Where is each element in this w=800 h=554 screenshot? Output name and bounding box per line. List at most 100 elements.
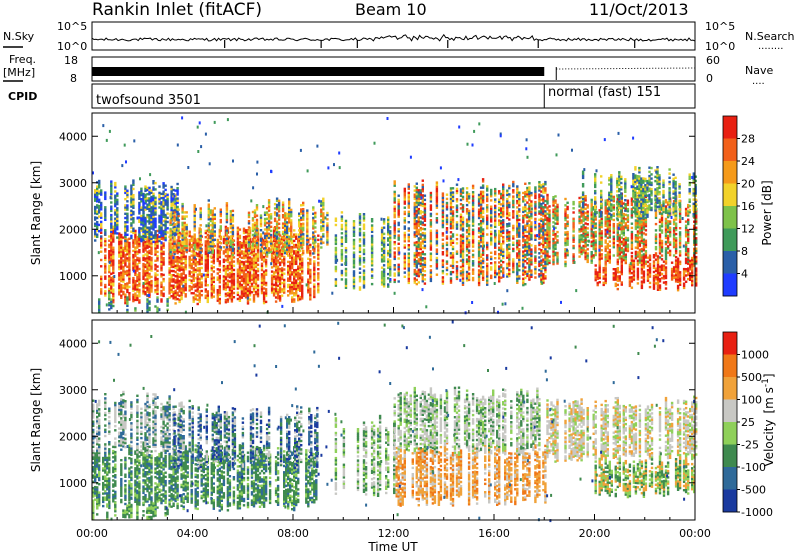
power-cell-1326 — [238, 251, 242, 254]
power-cell-4074 — [435, 265, 439, 268]
power-cell-1847 — [289, 260, 292, 264]
power-cell-2689 — [169, 229, 172, 233]
power-cell-1132 — [218, 233, 221, 236]
power-cell-4831 — [512, 226, 515, 230]
power-cell-1559 — [256, 263, 260, 266]
power-cell-1727 — [276, 280, 280, 283]
power-cell-4103 — [435, 187, 439, 191]
power-cell-103 — [112, 280, 115, 283]
power-cell-3119 — [273, 207, 277, 210]
power-cell-1155 — [224, 298, 228, 302]
power-cell-4132 — [441, 211, 445, 214]
power-cell-2140 — [96, 187, 99, 190]
power-cell-487 — [150, 252, 153, 256]
power-cell-3547 — [362, 256, 366, 260]
power-cell-2520 — [158, 202, 161, 205]
power-cell-1564 — [256, 251, 260, 254]
power-cell-1783 — [280, 254, 284, 258]
power-cell-187 — [122, 278, 125, 281]
power-cell-3816 — [407, 212, 410, 215]
power-cell-4908 — [518, 225, 521, 228]
power-cell-190 — [122, 272, 125, 275]
power-cell-4926 — [522, 271, 525, 274]
power-cell-3247 — [290, 221, 293, 224]
power-cell-4042 — [429, 269, 433, 272]
power-cell-1550 — [256, 290, 260, 294]
power-cell-2430 — [148, 213, 151, 217]
power-cell-3573 — [370, 257, 374, 261]
power-cell-2793 — [193, 227, 196, 230]
power-cell-987 — [204, 282, 207, 285]
power-cell-3655 — [387, 237, 390, 240]
power-cell-4270 — [459, 249, 463, 252]
power-cell-1773 — [280, 288, 284, 291]
power-cell-4288 — [459, 198, 463, 202]
power-cell-19 — [104, 294, 107, 297]
power-cell-242 — [126, 248, 129, 252]
power-cell-1966 — [299, 266, 302, 269]
power-cell-3928 — [417, 218, 420, 221]
power-cell-2188 — [110, 230, 113, 233]
power-cell-1944 — [297, 257, 300, 260]
power-cell-3339 — [312, 212, 315, 215]
power-cell-109 — [112, 265, 115, 268]
power-cell-1289 — [236, 270, 240, 273]
power-cell-3393 — [326, 232, 329, 236]
power-cell-937 — [198, 285, 201, 289]
power-cell-3999 — [421, 198, 424, 201]
power-cell-2230 — [114, 181, 117, 185]
power-cell-1426 — [246, 275, 250, 278]
power-cell-4641 — [494, 217, 497, 220]
power-cell-4500 — [479, 209, 483, 212]
power-cell-3137 — [275, 214, 279, 217]
power-cell-1731 — [276, 271, 280, 275]
power-cell-689 — [176, 293, 179, 297]
power-cell-1531 — [254, 271, 258, 275]
power-cell-1692 — [274, 292, 278, 295]
power-cell-3837 — [413, 260, 416, 263]
power-cell-4534 — [481, 220, 485, 223]
power-cell-2592 — [166, 208, 169, 211]
power-cell-1381 — [242, 236, 246, 239]
power-cell-292 — [132, 253, 135, 257]
power-cell-2554 — [162, 209, 165, 212]
power-cell-974 — [200, 260, 203, 263]
power-cell-1903 — [293, 235, 296, 238]
power-cell-3468 — [344, 236, 348, 239]
power-cell-219 — [124, 247, 127, 250]
power-cell-871 — [192, 271, 195, 274]
power-cell-3363 — [320, 214, 323, 218]
power-cell-2930 — [229, 239, 233, 242]
power-cell-4798 — [508, 245, 511, 248]
power-cell-4334 — [465, 279, 469, 282]
power-cell-1735 — [276, 261, 280, 264]
power-cell-2231 — [116, 236, 119, 239]
power-cell-1080 — [212, 253, 215, 256]
power-cell-1094 — [216, 272, 219, 275]
power-cell-2019 — [307, 278, 310, 281]
power-cell-3730 — [397, 269, 400, 273]
power-cell-1108 — [218, 299, 221, 303]
power-cell-1414 — [246, 302, 250, 305]
power-cell-4115 — [441, 261, 445, 264]
power-cell-204 — [124, 297, 127, 301]
power-cell-2574 — [164, 224, 167, 227]
power-cell-4047 — [429, 252, 433, 255]
power-cell-24 — [104, 277, 107, 280]
power-cell-2502 — [154, 202, 157, 206]
power-cell-3334 — [312, 225, 315, 228]
power-cell-1929 — [295, 233, 298, 236]
power-cell-288 — [132, 262, 135, 265]
power-cell-2354 — [140, 208, 143, 211]
power-cell-2465 — [152, 234, 155, 237]
power-cell-458 — [148, 272, 151, 276]
power-cell-4156 — [445, 229, 449, 232]
power-cell-3397 — [326, 224, 329, 227]
power-cell-3669 — [389, 269, 392, 273]
power-cell-1393 — [244, 279, 248, 282]
power-cell-4187 — [449, 220, 453, 224]
power-cell-2935 — [229, 224, 233, 228]
power-cell-4437 — [471, 186, 475, 190]
power-cell-1985 — [301, 293, 304, 296]
power-cell-2787 — [193, 243, 196, 247]
